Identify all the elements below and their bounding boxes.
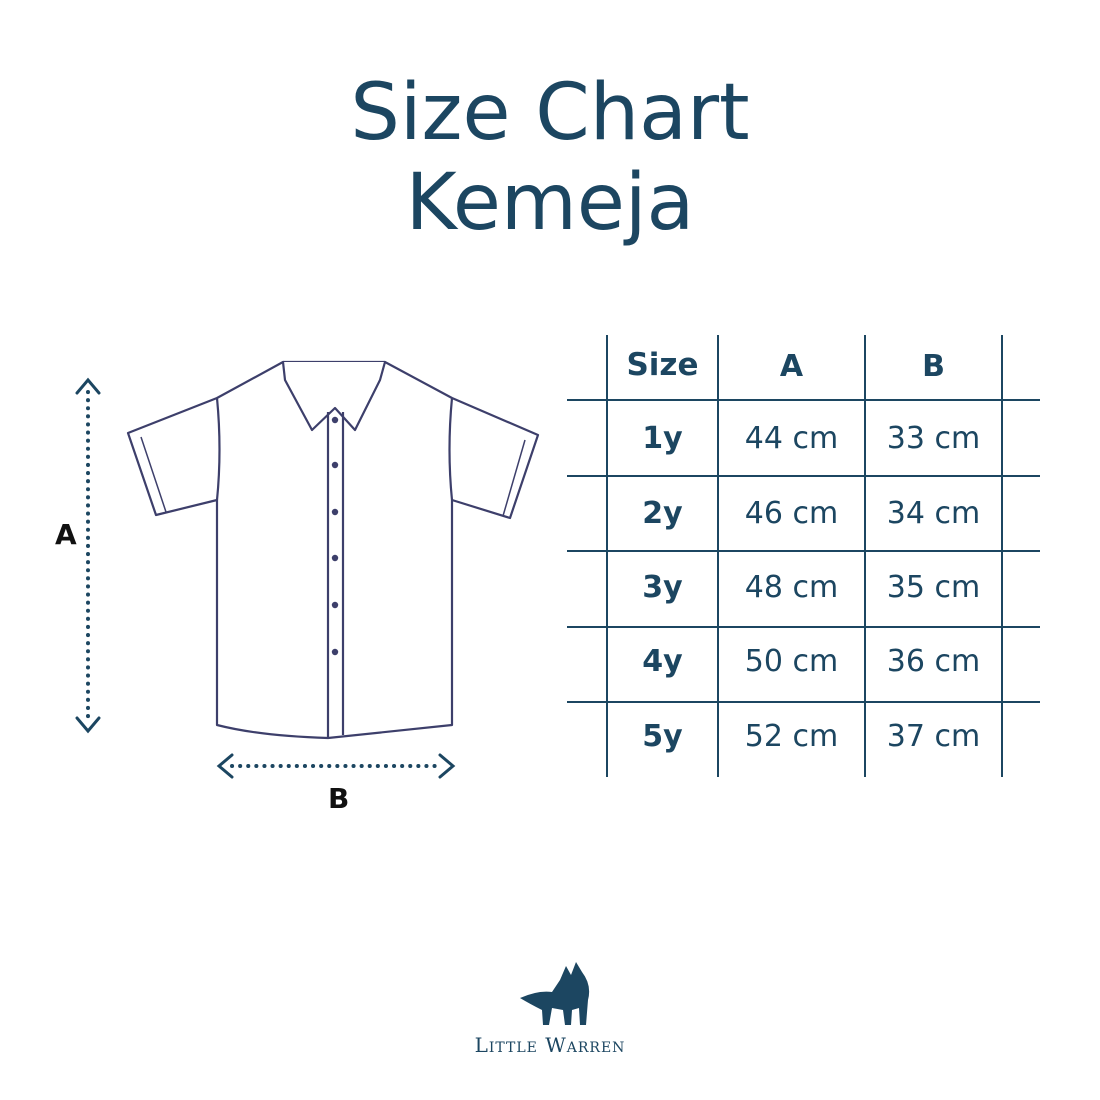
row-b: 33 cm bbox=[886, 421, 981, 456]
row-size: 1y bbox=[642, 421, 683, 456]
title-line1: Size Chart bbox=[350, 68, 750, 158]
row-b: 34 cm bbox=[886, 496, 981, 531]
row-size: 3y bbox=[642, 570, 683, 605]
dimension-a-label: A bbox=[55, 518, 77, 551]
header-b: B bbox=[922, 349, 945, 384]
arrow-left-icon bbox=[216, 753, 234, 779]
header-size: Size bbox=[626, 347, 699, 383]
row-a: 44 cm bbox=[744, 421, 839, 456]
table-grid bbox=[567, 335, 1040, 777]
dimension-b-label: B bbox=[328, 782, 350, 815]
arrow-down-icon bbox=[75, 716, 101, 734]
fox-logo-icon bbox=[520, 962, 590, 1025]
row-size: 4y bbox=[642, 644, 683, 679]
row-a: 52 cm bbox=[744, 719, 839, 754]
row-b: 36 cm bbox=[886, 644, 981, 679]
row-a: 46 cm bbox=[744, 496, 839, 531]
row-a: 50 cm bbox=[744, 644, 839, 679]
arrow-right-icon bbox=[438, 753, 456, 779]
shirt-icon bbox=[126, 360, 540, 740]
row-size: 2y bbox=[642, 496, 683, 531]
brand-name: Little Warren bbox=[474, 1033, 626, 1057]
title-line2: Kemeja bbox=[405, 158, 695, 248]
row-b: 35 cm bbox=[886, 570, 981, 605]
arrow-up-icon bbox=[75, 377, 101, 395]
row-b: 37 cm bbox=[886, 719, 981, 754]
row-size: 5y bbox=[642, 719, 683, 754]
button-icons bbox=[331, 416, 339, 656]
row-a: 48 cm bbox=[744, 570, 839, 605]
header-a: A bbox=[779, 349, 804, 384]
